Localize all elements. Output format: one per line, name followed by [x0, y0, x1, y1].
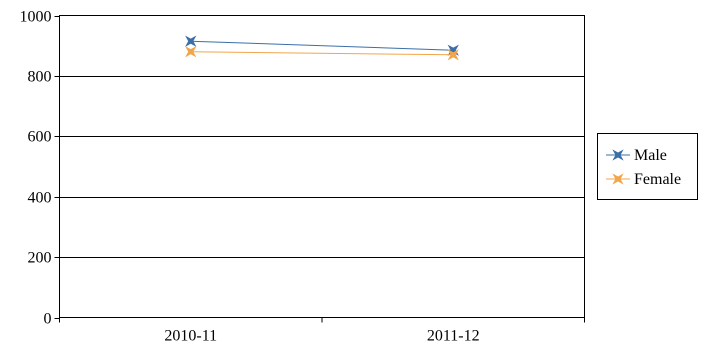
legend-label-male: Male: [634, 147, 667, 164]
data-point-female: [447, 49, 459, 61]
legend-box: [597, 133, 698, 200]
legend-label-female: Female: [634, 171, 681, 188]
y-tick-label-600: 600: [28, 129, 52, 146]
y-axis-ticks: 0 200 400 600 800 1000: [20, 9, 60, 328]
legend-marker-male: [612, 149, 624, 161]
series-group: [185, 35, 459, 61]
legend: Male Female: [597, 133, 698, 200]
data-point-female: [185, 46, 197, 58]
y-tick-label-0: 0: [44, 311, 52, 328]
plot-area: [59, 15, 585, 318]
series-line-female: [190, 51, 454, 56]
y-tick-label-800: 800: [28, 69, 52, 86]
legend-marker-female: [612, 173, 624, 185]
x-tick-label: 2011-12: [427, 328, 480, 345]
y-tick-label-1000: 1000: [20, 9, 52, 26]
data-point-male: [185, 35, 197, 47]
x-axis-ticks: 2010-11 2011-12: [59, 317, 585, 345]
y-tick-label-200: 200: [28, 250, 52, 267]
x-tick-label: 2010-11: [164, 328, 217, 345]
gridlines: [59, 76, 585, 258]
y-tick-label-400: 400: [28, 190, 52, 207]
series-line-male: [190, 40, 454, 51]
